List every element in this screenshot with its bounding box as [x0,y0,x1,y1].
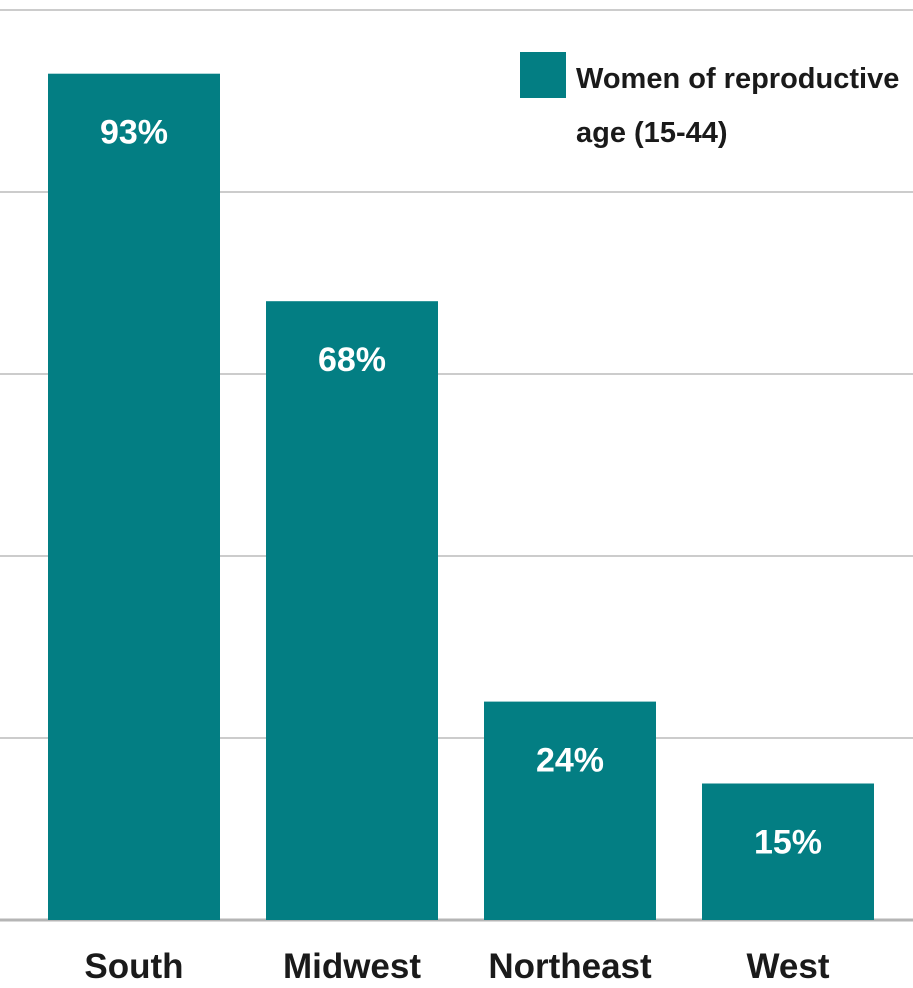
bar-south [48,73,220,920]
value-label-west: 15% [754,824,822,862]
legend-swatch [520,52,566,98]
bar-northeast [484,701,656,920]
bar-midwest [266,301,438,920]
value-label-south: 93% [100,114,168,152]
value-label-northeast: 24% [536,742,604,780]
value-labels: 93% 68% 24% 15% [100,114,822,862]
category-labels: South Midwest Northeast West [84,947,829,986]
bar-west [702,783,874,920]
category-label-west: West [747,947,830,986]
category-label-northeast: Northeast [488,947,652,986]
legend: Women of reproductive age (15-44) [520,52,899,149]
legend-label-line-1: Women of reproductive [576,63,899,95]
legend-label-line-2: age (15-44) [576,117,728,149]
value-label-midwest: 68% [318,341,386,379]
category-label-south: South [84,947,183,986]
bars [48,73,874,920]
category-label-midwest: Midwest [283,947,421,986]
